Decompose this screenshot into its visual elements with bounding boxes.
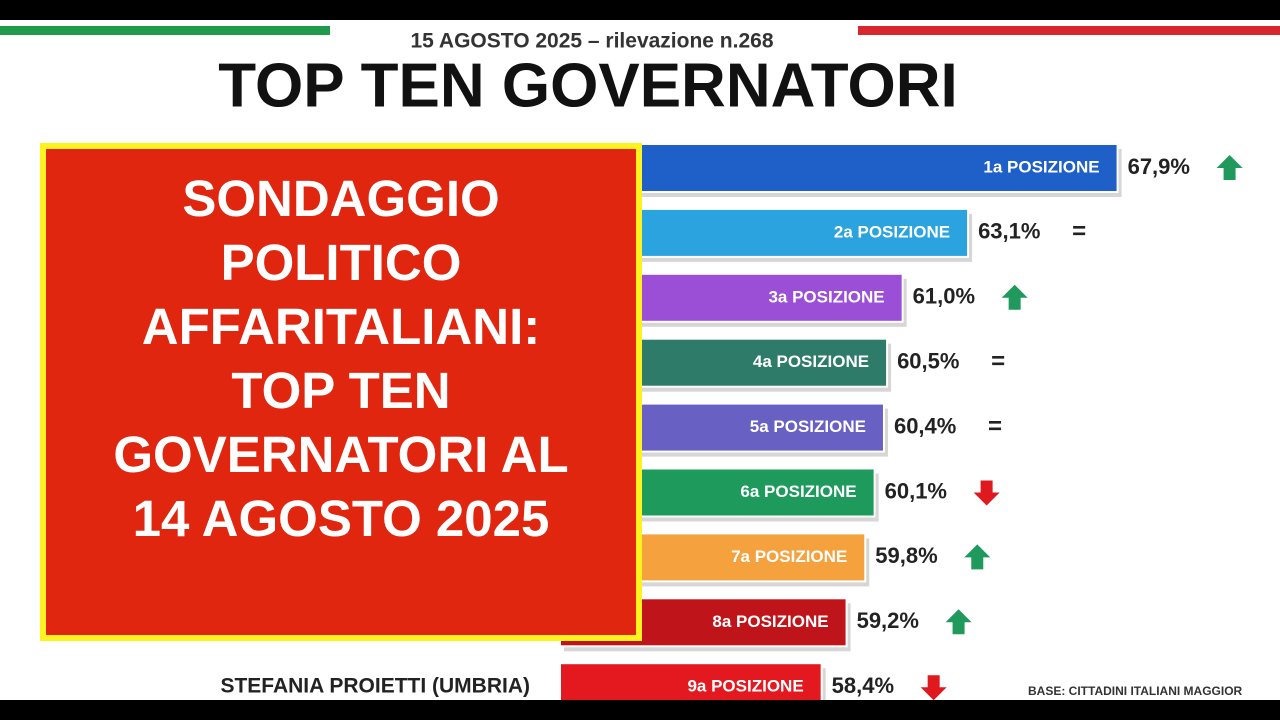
row-label: STEFANIA PROIETTI (UMBRIA): [220, 675, 530, 698]
value-label: 59,8%: [875, 543, 937, 568]
bar-category: 1a POSIZIONE: [983, 157, 1099, 176]
value-label: 58,4%: [832, 673, 894, 698]
overlay-line: AFFARITALIANI:: [141, 298, 541, 355]
letterbox-top: [0, 0, 1280, 20]
subtitle: 15 AGOSTO 2025 – rilevazione n.268: [410, 30, 773, 53]
bar-category: 9a POSIZIONE: [687, 677, 803, 696]
value-label: 67,9%: [1128, 154, 1190, 179]
trend-equal: =: [1072, 218, 1086, 245]
overlay-box: SONDAGGIO POLITICO AFFARITALIANI: TOP TEN GO…: [40, 143, 642, 641]
value-label: 60,5%: [897, 349, 959, 374]
trend-equal: =: [988, 413, 1002, 440]
letterbox-bottom: [0, 700, 1280, 720]
overlay-line: 14 AGOSTO 2025: [132, 490, 550, 547]
overlay-line: POLITICO: [220, 234, 462, 291]
trend-arrow-down: [973, 480, 1000, 506]
trend-arrow-up: [945, 609, 972, 635]
overlay-line: SONDAGGIO: [182, 170, 500, 227]
trend-arrow-up: [1001, 284, 1028, 310]
value-label: 59,2%: [857, 608, 919, 633]
value-label: 60,1%: [885, 478, 947, 503]
bar-category: 3a POSIZIONE: [768, 287, 884, 306]
bar: [559, 143, 1119, 193]
bar-category: 6a POSIZIONE: [740, 482, 856, 501]
trend-equal: =: [991, 348, 1005, 375]
bar-category: 7a POSIZIONE: [731, 547, 847, 566]
overlay-line: TOP TEN: [231, 362, 451, 419]
bar-category: 2a POSIZIONE: [834, 222, 950, 241]
value-label: 61,0%: [913, 284, 975, 309]
value-label: 63,1%: [978, 219, 1040, 244]
flag-red: [858, 26, 1280, 35]
trend-arrow-up: [1216, 155, 1243, 180]
value-label: 60,4%: [894, 413, 956, 438]
flag-green: [0, 26, 330, 35]
chart-title: TOP TEN GOVERNATORI: [218, 51, 958, 120]
bar-category: 4a POSIZIONE: [753, 352, 869, 371]
overlay-line: GOVERNATORI AL: [113, 426, 569, 483]
bar-category: 8a POSIZIONE: [712, 612, 828, 631]
source: BASE: CITTADINI ITALIANI MAGGIOR: [1028, 684, 1243, 698]
bar-category: 5a POSIZIONE: [750, 417, 866, 436]
trend-arrow-up: [964, 544, 991, 570]
trend-arrow-down: [920, 675, 947, 701]
